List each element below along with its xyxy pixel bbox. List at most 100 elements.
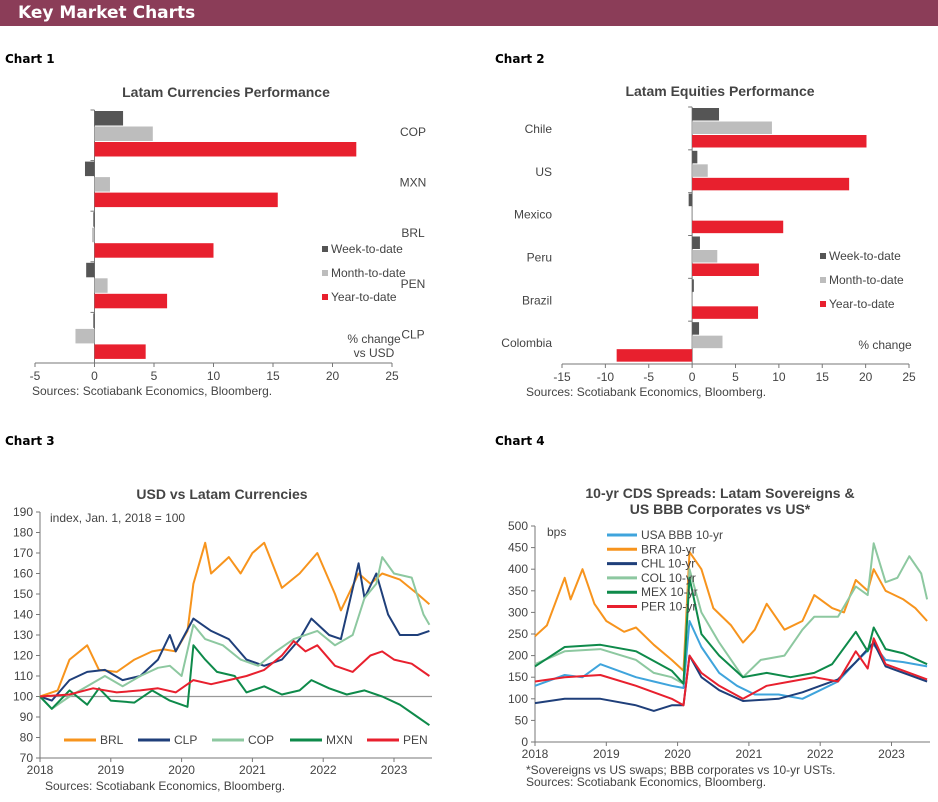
bar-peru-month-to-date — [692, 250, 718, 263]
series-line-pen — [39, 640, 430, 698]
bar-clp-month-to-date — [75, 328, 95, 344]
y-tick-label: 130 — [13, 628, 33, 642]
category-label: Colombia — [501, 336, 552, 350]
x-tick-label: 15 — [816, 370, 830, 384]
x-tick-label: 5 — [732, 370, 739, 384]
x-tick-label: -5 — [643, 370, 654, 384]
x-tick-label: 2022 — [310, 763, 337, 777]
bar-brazil-year-to-date — [692, 306, 759, 319]
legend-label: USA BBB 10-yr — [641, 528, 723, 542]
legend-label: CHL 10-yr — [641, 557, 695, 571]
footnote: *Sovereigns vs US swaps; BBB corporates … — [526, 763, 835, 777]
y-tick-label: 150 — [508, 670, 528, 684]
legend-swatch — [322, 294, 328, 300]
y-tick-label: 140 — [13, 608, 33, 622]
legend-label: CLP — [174, 733, 197, 747]
x-tick-label: 2021 — [239, 763, 266, 777]
chart-title: US BBB Corporates vs US* — [630, 501, 811, 517]
y-tick-label: 170 — [13, 546, 33, 560]
y-tick-label: 200 — [508, 649, 528, 663]
source-note: Sources: Scotiabank Economics, Bloomberg… — [32, 384, 272, 398]
series-line-clp — [39, 562, 430, 702]
x-tick-label: 2023 — [381, 763, 408, 777]
legend-label: MXN — [326, 733, 353, 747]
bar-cop-month-to-date — [94, 126, 153, 141]
bar-clp-week-to-date — [93, 313, 95, 328]
y-tick-label: 190 — [13, 505, 33, 519]
y-tick-label: 400 — [508, 562, 528, 576]
category-label: MXN — [400, 176, 427, 190]
legend-label: PER 10-yr — [641, 600, 696, 614]
bar-pen-year-to-date — [94, 293, 168, 309]
bar-colombia-year-to-date — [616, 349, 693, 362]
y-axis-unit: bps — [547, 525, 566, 539]
legend-swatch — [820, 301, 826, 307]
bar-brazil-month-to-date — [692, 292, 693, 306]
legend-label: Month-to-date — [331, 266, 406, 280]
y-tick-label: 250 — [508, 627, 528, 641]
x-tick-label: 0 — [689, 370, 696, 384]
x-tick-label: 2020 — [168, 763, 195, 777]
series-line-cop — [39, 556, 431, 710]
legend-label: COP — [248, 733, 274, 747]
chart-4-label: Chart 4 — [495, 434, 545, 448]
x-tick-label: 10 — [772, 370, 786, 384]
bar-brl-year-to-date — [94, 243, 214, 258]
category-label: Peru — [527, 251, 552, 265]
legend-label: Month-to-date — [829, 273, 904, 287]
chart-title: Latam Equities Performance — [625, 83, 814, 99]
bar-colombia-month-to-date — [692, 335, 723, 349]
chart-1-label: Chart 1 — [5, 52, 55, 66]
y-tick-label: 100 — [13, 690, 33, 704]
bar-cop-week-to-date — [94, 111, 124, 126]
y-tick-label: 80 — [20, 731, 34, 745]
bar-chile-week-to-date — [692, 108, 720, 121]
x-tick-label: 5 — [151, 369, 158, 383]
y-tick-label: 90 — [20, 710, 34, 724]
chart-title: USD vs Latam Currencies — [136, 486, 307, 502]
x-tick-label: 2021 — [736, 747, 763, 761]
x-tick-label: 2022 — [807, 747, 834, 761]
chart-3-label: Chart 3 — [5, 434, 55, 448]
bar-brl-week-to-date — [93, 212, 95, 227]
bar-cop-year-to-date — [94, 142, 357, 157]
x-tick-label: -15 — [553, 370, 571, 384]
unit-note: % change — [858, 338, 912, 352]
series-line-chl — [534, 641, 928, 712]
x-tick-label: 20 — [859, 370, 873, 384]
legend-label: PEN — [403, 733, 428, 747]
y-tick-label: 120 — [13, 649, 33, 663]
series-line-col — [534, 542, 929, 685]
source-note: Sources: Scotiabank Economics, Bloomberg… — [526, 385, 766, 399]
x-tick-label: 15 — [266, 369, 280, 383]
source-note: Sources: Scotiabank Economics, Bloomberg… — [45, 779, 285, 793]
category-label: Brazil — [522, 293, 552, 307]
y-tick-label: 160 — [13, 567, 33, 581]
category-label: BRL — [401, 226, 425, 240]
bar-peru-week-to-date — [692, 236, 700, 249]
category-label: PEN — [401, 277, 426, 291]
x-tick-label: -5 — [30, 369, 41, 383]
bar-us-month-to-date — [692, 164, 708, 177]
legend-swatch — [322, 246, 328, 252]
legend-label: COL 10-yr — [641, 571, 696, 585]
y-tick-label: 70 — [20, 751, 34, 765]
x-tick-label: 0 — [91, 369, 98, 383]
legend-swatch — [322, 270, 328, 276]
legend-label: BRA 10-yr — [641, 542, 696, 556]
x-tick-label: 2020 — [664, 747, 691, 761]
bar-mexico-year-to-date — [692, 220, 784, 234]
bar-us-year-to-date — [692, 177, 850, 191]
category-label: CLP — [401, 327, 424, 341]
series-line-brl — [39, 541, 431, 698]
y-tick-label: 0 — [521, 735, 528, 749]
x-tick-label: 20 — [326, 369, 340, 383]
y-tick-label: 500 — [508, 519, 528, 533]
chart-2-label: Chart 2 — [495, 52, 545, 66]
bar-pen-week-to-date — [86, 262, 95, 278]
legend-swatch — [820, 277, 826, 283]
series-line-mxn — [39, 644, 430, 727]
y-tick-label: 50 — [515, 713, 529, 727]
y-tick-label: 150 — [13, 587, 33, 601]
